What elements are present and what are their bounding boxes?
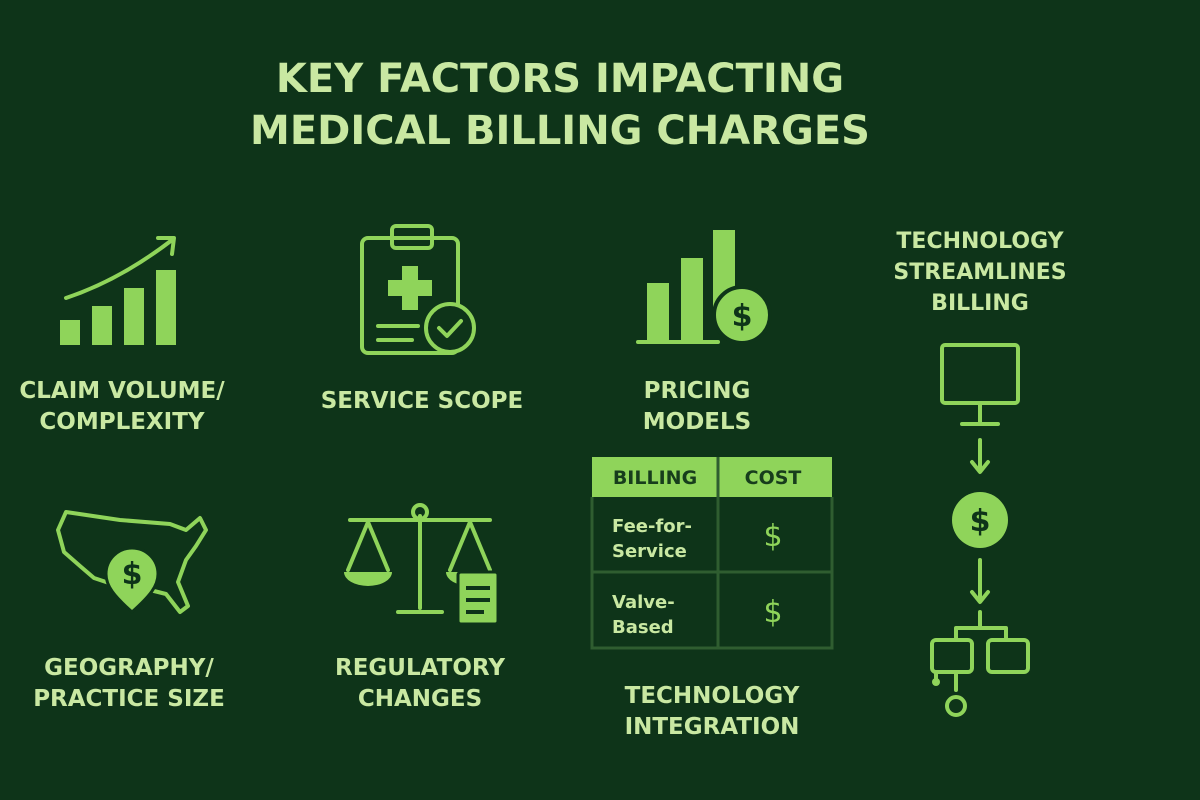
factor-label-line: MODELS [643, 409, 751, 435]
title-line: KEY FACTORS IMPACTING [276, 56, 844, 102]
scales-icon [344, 503, 500, 626]
table-header-cell: COST [745, 467, 802, 489]
table-header-cell: BILLING [613, 467, 697, 489]
factor-label-line: TECHNOLOGY [625, 683, 800, 709]
factor-label: CLAIM VOLUME/COMPLEXITY [19, 378, 225, 435]
currency-symbol: $ [122, 557, 143, 592]
sidebar-title-line: BILLING [931, 291, 1029, 316]
title-line: MEDICAL BILLING CHARGES [250, 108, 870, 154]
factor-label-line: GEOGRAPHY/ [44, 655, 214, 681]
factor-label: SERVICE SCOPE [321, 388, 524, 414]
clipboard-icon [360, 224, 476, 355]
map-icon [56, 510, 208, 615]
factor-label: GEOGRAPHY/PRACTICE SIZE [33, 655, 225, 712]
table-cell-line: Service [612, 541, 687, 562]
sidebar-title: TECHNOLOGY STREAMLINES BILLING [893, 229, 1066, 316]
factor-label-line: PRICING [644, 378, 751, 404]
factor-label-line: INTEGRATION [625, 714, 800, 740]
table-grid [590, 457, 834, 650]
pricing-table [590, 457, 834, 650]
workflow-icons [930, 343, 1030, 717]
factor-label-line: SERVICE SCOPE [321, 388, 524, 414]
pricing-icon [636, 230, 772, 345]
currency-symbol: $ [732, 299, 753, 334]
title: KEY FACTORS IMPACTING MEDICAL BILLING CHA… [250, 56, 870, 154]
factor-label: TECHNOLOGY INTEGRATION [625, 683, 800, 740]
factor-label-line: PRACTICE SIZE [33, 686, 225, 712]
sidebar-title-line: TECHNOLOGY [896, 229, 1064, 254]
table-cell: $ [763, 519, 782, 554]
table-cell-line: Valve- [612, 592, 675, 613]
factor-label: REGULATORY CHANGES [335, 655, 505, 712]
growth-chart-icon [60, 236, 176, 345]
table-cell-line: Based [612, 617, 674, 638]
table-cell-line: Fee-for- [612, 516, 692, 537]
currency-symbol: $ [970, 504, 991, 539]
factor-label: PRICING MODELS [643, 378, 751, 435]
table-header-bg [592, 457, 832, 497]
table-cell: $ [763, 595, 782, 630]
factor-label-line: CLAIM VOLUME/ [19, 378, 225, 404]
table-cell: Valve- Based [612, 592, 675, 638]
factor-label-line: COMPLEXITY [39, 409, 205, 435]
table-cell: Fee-for- Service [612, 516, 692, 562]
sidebar-title-line: STREAMLINES [893, 260, 1066, 285]
factor-label-line: CHANGES [358, 686, 482, 712]
factor-label-line: REGULATORY [335, 655, 505, 681]
